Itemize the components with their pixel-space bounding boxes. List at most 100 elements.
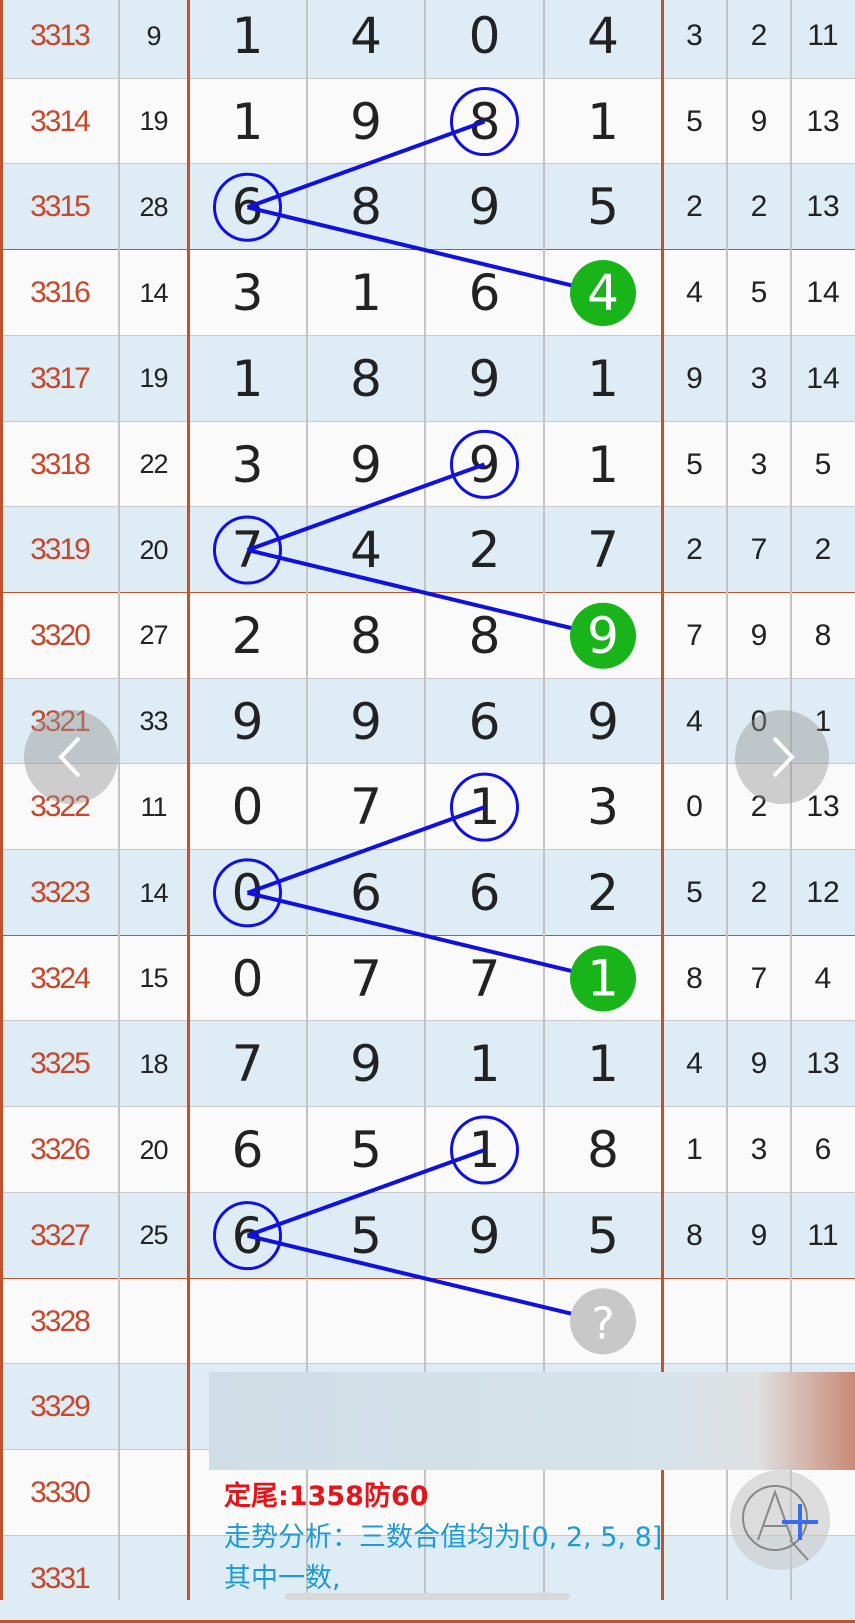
draw-digit: 4 — [587, 7, 619, 65]
extra-value: 14 — [806, 361, 840, 395]
issue-number: 3316 — [30, 276, 91, 310]
issue-number: 3319 — [30, 533, 91, 567]
trend-line — [247, 890, 604, 981]
draw-digit: 9 — [350, 435, 382, 494]
sum-value: 18 — [139, 1048, 168, 1079]
draw-digit: 1 — [587, 349, 619, 408]
table-row: 3316 14 3 1 6 4 5 14 — [0, 250, 855, 337]
table-row: 3327 25 6 5 9 5 8 9 11 — [0, 1192, 855, 1279]
draw-digit: 8 — [468, 606, 501, 665]
issue-number: 3315 — [30, 190, 91, 224]
pending-marker — [570, 1288, 636, 1355]
font-size-button[interactable] — [730, 1470, 830, 1570]
column-divider — [306, 0, 308, 1600]
trend-line — [247, 548, 604, 638]
extra-value: 3 — [686, 19, 703, 52]
extra-value: 14 — [806, 276, 840, 310]
draw-digit: 0 — [231, 778, 264, 837]
issue-number: 3329 — [30, 1390, 91, 1424]
ring-marker — [450, 772, 519, 842]
issue-number: 3330 — [30, 1475, 91, 1509]
draw-digit: 9 — [350, 1035, 382, 1094]
sum-value: 22 — [139, 449, 168, 479]
sum-value: 9 — [146, 20, 161, 51]
extra-value: 0 — [750, 704, 768, 738]
sum-value: 19 — [139, 106, 168, 137]
draw-digit: 0 — [468, 7, 501, 65]
extra-value: 4 — [814, 961, 832, 995]
ring-marker — [213, 515, 282, 585]
draw-digit: 7 — [468, 949, 501, 1008]
draw-digit: 3 — [231, 264, 264, 323]
table-row: 3326 20 6 5 1 8 1 3 6 — [0, 1107, 855, 1194]
issue-number: 3314 — [30, 104, 91, 138]
horizontal-scrollbar[interactable] — [285, 1593, 570, 1600]
ring-marker — [450, 87, 519, 157]
extra-value: 0 — [686, 790, 703, 824]
sum-value: 20 — [139, 1134, 168, 1165]
draw-digit: 5 — [587, 178, 619, 237]
issue-number: 3317 — [30, 361, 91, 395]
extra-value: 1 — [686, 1133, 703, 1167]
extra-value: 5 — [686, 447, 703, 481]
prev-page-button[interactable] — [24, 710, 118, 804]
draw-digit: 1 — [468, 1035, 501, 1094]
extra-value: 8 — [686, 1218, 703, 1252]
sum-value: 33 — [139, 706, 168, 737]
draw-digit: 7 — [231, 1035, 264, 1094]
chevron-left-icon — [58, 736, 81, 778]
extra-value: 4 — [686, 1047, 703, 1081]
extra-value: 8 — [814, 618, 832, 652]
hit-marker — [570, 945, 636, 1012]
column-divider — [118, 0, 120, 1600]
table-row: 3313 9 1 4 0 4 3 2 11 — [0, 0, 855, 79]
draw-digit: 1 — [587, 1035, 619, 1094]
trend-analysis-note-cont: 其中一数, — [224, 1563, 341, 1594]
extra-value: 7 — [686, 618, 703, 652]
ad-banner[interactable] — [209, 1372, 855, 1470]
table-row: 3325 18 7 9 1 1 4 9 13 — [0, 1021, 855, 1108]
sum-value: 25 — [139, 1220, 168, 1251]
extra-value: 13 — [806, 1047, 840, 1081]
table-row: 3323 14 0 6 6 2 5 2 12 — [0, 850, 855, 936]
ring-marker — [213, 1201, 282, 1271]
draw-digit: 2 — [587, 864, 619, 922]
hit-marker — [570, 259, 636, 326]
trend-line — [246, 805, 486, 895]
column-divider — [424, 0, 426, 1600]
hit-digit: 1 — [587, 950, 619, 1008]
hit-marker — [570, 602, 636, 669]
draw-digit: 8 — [350, 178, 382, 237]
issue-number: 3323 — [30, 876, 91, 909]
draw-digit: 8 — [350, 606, 382, 665]
extra-value: 3 — [750, 361, 768, 395]
ring-marker — [213, 172, 282, 242]
draw-digit: 5 — [587, 1206, 619, 1265]
hit-digit: 4 — [587, 264, 619, 322]
column-divider — [187, 0, 190, 1600]
extra-value: 3 — [750, 1133, 768, 1167]
draw-digit: 0 — [231, 949, 264, 1008]
draw-digit: 6 — [468, 864, 501, 922]
issue-number: 3331 — [30, 1561, 91, 1595]
extra-value: 9 — [750, 1047, 768, 1081]
next-page-button[interactable] — [735, 710, 829, 804]
draw-digit: 9 — [231, 692, 264, 751]
draw-digit: 1 — [231, 349, 264, 408]
draw-digit: 9 — [468, 1206, 501, 1265]
column-divider — [726, 0, 728, 1600]
extra-value: 7 — [750, 533, 768, 567]
draw-digit: 1 — [587, 92, 619, 151]
extra-value: 13 — [806, 190, 840, 224]
trend-line — [247, 1233, 604, 1324]
extra-value: 5 — [686, 104, 703, 138]
draw-digit: 9 — [468, 349, 501, 408]
extra-value: 2 — [814, 533, 832, 567]
trend-analysis-note: 走势分析：三数合值均为[0, 2, 5, 8] — [224, 1522, 663, 1553]
extra-value: 11 — [807, 19, 839, 52]
issue-number: 3321 — [30, 704, 91, 738]
sum-value: 19 — [139, 363, 168, 394]
extra-value: 4 — [686, 704, 703, 738]
draw-digit: 8 — [587, 1121, 619, 1180]
extra-value: 2 — [750, 19, 768, 52]
